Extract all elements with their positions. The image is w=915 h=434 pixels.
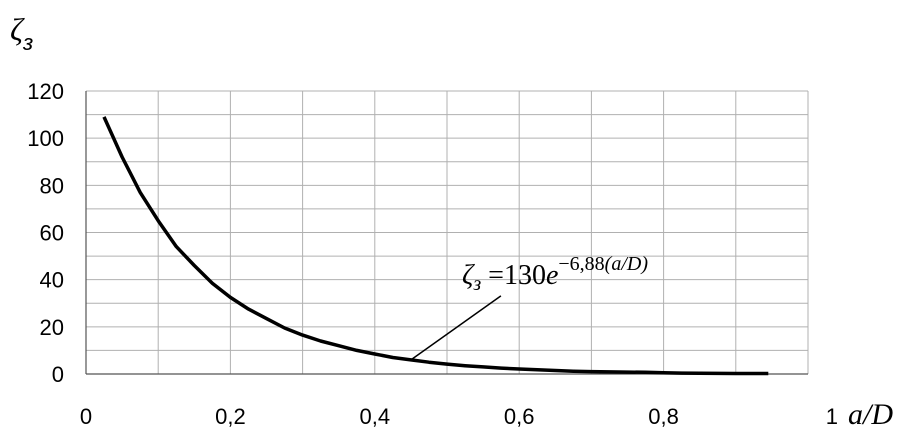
annotation-leader-line	[410, 295, 502, 361]
y-tick-label: 20	[40, 315, 64, 340]
grid	[85, 90, 809, 375]
series-line	[102, 116, 769, 376]
x-tick-label: 1	[826, 404, 838, 429]
x-tick-label: 0	[80, 404, 92, 429]
y-tick-label: 0	[52, 362, 64, 387]
y-axis-label-subscript: з	[22, 30, 33, 55]
y-tick-labels: 0 20 40 60 80 100 120	[27, 79, 64, 387]
x-tick-label: 0,2	[215, 404, 246, 429]
x-axis-label: a/D	[848, 398, 893, 431]
y-axis-label-symbol: ζ	[10, 11, 25, 47]
formula-base: e	[546, 260, 558, 291]
formula-symbol: ζ	[462, 260, 475, 291]
y-tick-label: 60	[40, 221, 64, 246]
formula-exponent-arg: (a/D)	[605, 253, 649, 275]
y-axis-label: ζз	[10, 11, 33, 55]
y-tick-label: 80	[40, 173, 64, 198]
x-tick-labels: 0 0,2 0,4 0,6 0,8 1	[80, 404, 838, 429]
formula-equals: =130	[481, 260, 546, 291]
formula-exponent: −6,88	[558, 253, 604, 275]
x-tick-label: 0,8	[648, 404, 679, 429]
y-tick-label: 100	[27, 126, 64, 151]
y-tick-label: 120	[27, 79, 64, 104]
x-tick-label: 0,6	[504, 404, 535, 429]
y-tick-label: 40	[40, 268, 64, 293]
formula-subscript: з	[472, 273, 481, 295]
annotation-formula: ζз =130e−6,88(a/D)	[462, 253, 648, 295]
x-tick-label: 0,4	[360, 404, 391, 429]
